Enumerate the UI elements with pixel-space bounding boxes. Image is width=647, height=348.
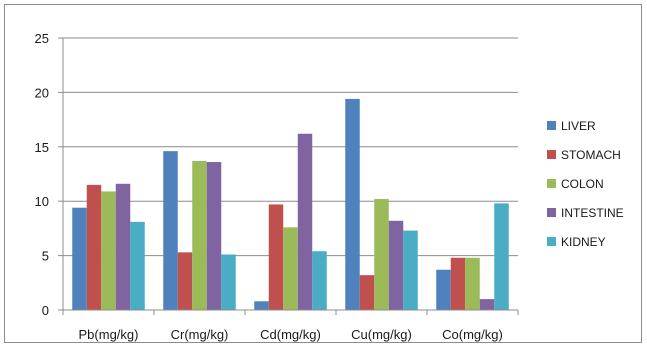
bar-kidney-0 xyxy=(130,221,145,310)
legend-swatch-kidney xyxy=(547,237,556,246)
bar-colon-0 xyxy=(101,191,116,310)
bar-liver-2 xyxy=(254,301,269,310)
bar-liver-4 xyxy=(436,269,451,310)
legend-label-intestine: INTESTINE xyxy=(561,206,624,220)
bar-liver-3 xyxy=(345,98,360,310)
bar-stomach-1 xyxy=(177,252,193,310)
x-tick-label: Cr(mg/kg) xyxy=(171,327,229,342)
legend-label-liver: LIVER xyxy=(561,119,596,133)
axes xyxy=(58,37,519,315)
bar-kidney-2 xyxy=(312,251,327,310)
bar-liver-0 xyxy=(72,207,87,310)
bar-kidney-3 xyxy=(403,230,418,310)
legend-swatch-colon xyxy=(547,179,556,188)
legend-swatch-stomach xyxy=(547,150,556,159)
bar-colon-1 xyxy=(192,160,207,310)
x-tick-labels: Pb(mg/kg) Cr(mg/kg) Cd(mg/kg) Cu(mg/kg) Co(m… xyxy=(79,327,503,342)
y-tick-label: 15 xyxy=(35,140,49,155)
x-tick-label: Cd(mg/kg) xyxy=(260,327,321,342)
bar-intestine-2 xyxy=(297,133,313,310)
bar-colon-2 xyxy=(283,227,298,310)
x-tick-label: Cu(mg/kg) xyxy=(351,327,412,342)
bar-intestine-0 xyxy=(115,183,131,310)
legend-label-colon: COLON xyxy=(561,177,604,191)
bar-kidney-1 xyxy=(221,254,236,310)
legend-swatch-liver xyxy=(547,121,556,130)
bar-stomach-3 xyxy=(359,275,375,310)
legend-label-stomach: STOMACH xyxy=(561,148,621,162)
bar-intestine-1 xyxy=(206,162,222,310)
x-tick-label: Pb(mg/kg) xyxy=(79,327,139,342)
bar-colon-4 xyxy=(465,257,480,310)
y-tick-label: 5 xyxy=(42,249,49,264)
bar-colon-3 xyxy=(374,199,389,310)
y-tick-label: 25 xyxy=(35,31,49,46)
bar-kidney-4 xyxy=(494,203,509,310)
bars xyxy=(72,98,509,310)
y-tick-label: 20 xyxy=(35,85,49,100)
bar-stomach-0 xyxy=(86,184,102,310)
y-tick-label: 0 xyxy=(42,303,49,318)
bar-stomach-4 xyxy=(450,257,466,310)
x-tick-label: Co(mg/kg) xyxy=(442,327,503,342)
y-tick-label: 10 xyxy=(35,194,49,209)
bar-stomach-2 xyxy=(268,204,284,310)
y-tick-labels: 0 5 10 15 20 25 xyxy=(35,31,49,318)
legend: LIVER STOMACH COLON INTESTINE KIDNEY xyxy=(547,119,624,249)
bar-liver-1 xyxy=(163,151,178,310)
legend-swatch-intestine xyxy=(547,208,556,217)
legend-label-kidney: KIDNEY xyxy=(561,235,606,249)
bar-intestine-4 xyxy=(479,299,495,310)
bar-intestine-3 xyxy=(388,220,404,310)
